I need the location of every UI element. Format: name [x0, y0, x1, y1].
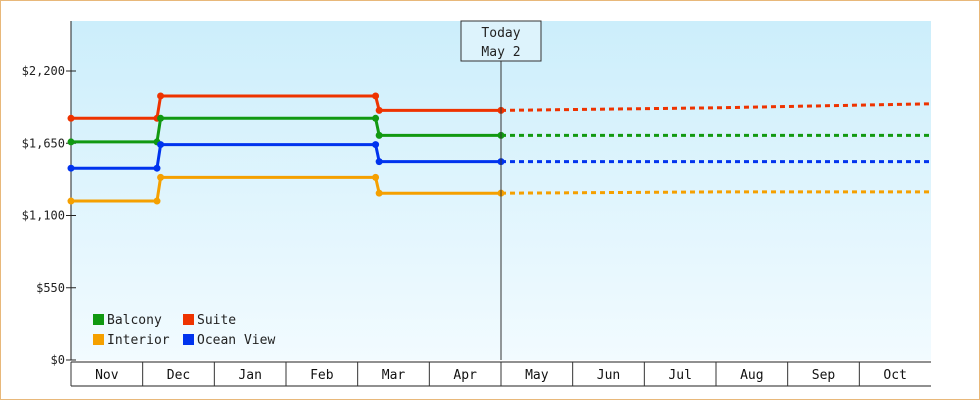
legend-swatch [183, 314, 194, 325]
data-point [375, 131, 383, 139]
data-point [67, 138, 75, 146]
y-tick-label: $2,200 [22, 64, 65, 78]
legend-label: Suite [197, 313, 236, 328]
data-point [157, 92, 165, 100]
x-tick-label: Dec [167, 368, 190, 383]
data-point [375, 189, 383, 197]
x-tick-label: Oct [883, 368, 906, 383]
series-line [71, 175, 501, 203]
x-tick-label: Sep [812, 368, 836, 383]
x-tick-label: Jun [597, 368, 620, 383]
today-label: Today [481, 26, 520, 41]
legend-label: Balcony [107, 313, 162, 328]
today-box [460, 20, 542, 62]
series-line [71, 94, 501, 120]
series-line [71, 116, 501, 144]
legend-swatch [93, 334, 104, 345]
y-tick-label: $0 [51, 353, 65, 367]
data-point [372, 141, 380, 149]
data-point [375, 158, 383, 166]
y-tick-label: $550 [36, 281, 65, 295]
legend-label: Ocean View [197, 333, 275, 348]
legend-swatch [183, 334, 194, 345]
data-point [157, 173, 165, 181]
x-tick-label: Apr [453, 368, 477, 383]
data-point [157, 114, 165, 122]
legend-label: Interior [107, 333, 170, 348]
x-tick-label: Jan [238, 368, 261, 383]
y-tick-label: $1,100 [22, 209, 65, 223]
y-tick-label: $1,650 [22, 136, 65, 150]
x-tick-label: Jul [668, 368, 691, 383]
data-point [372, 173, 380, 181]
today-date: May 2 [481, 45, 520, 60]
data-point [153, 164, 161, 172]
data-point [372, 114, 380, 122]
x-tick-label: Mar [382, 368, 406, 383]
data-point [375, 106, 383, 114]
x-tick-label: May [525, 368, 549, 383]
series-line [71, 143, 501, 170]
data-point [153, 197, 161, 205]
x-tick-label: Aug [740, 368, 763, 383]
data-point [372, 92, 380, 100]
x-tick-label: Feb [310, 368, 334, 383]
legend-swatch [93, 314, 104, 325]
x-tick-label: Nov [95, 368, 119, 383]
data-point [157, 141, 165, 149]
data-point [67, 164, 75, 172]
data-point [67, 197, 75, 205]
data-point [67, 114, 75, 122]
